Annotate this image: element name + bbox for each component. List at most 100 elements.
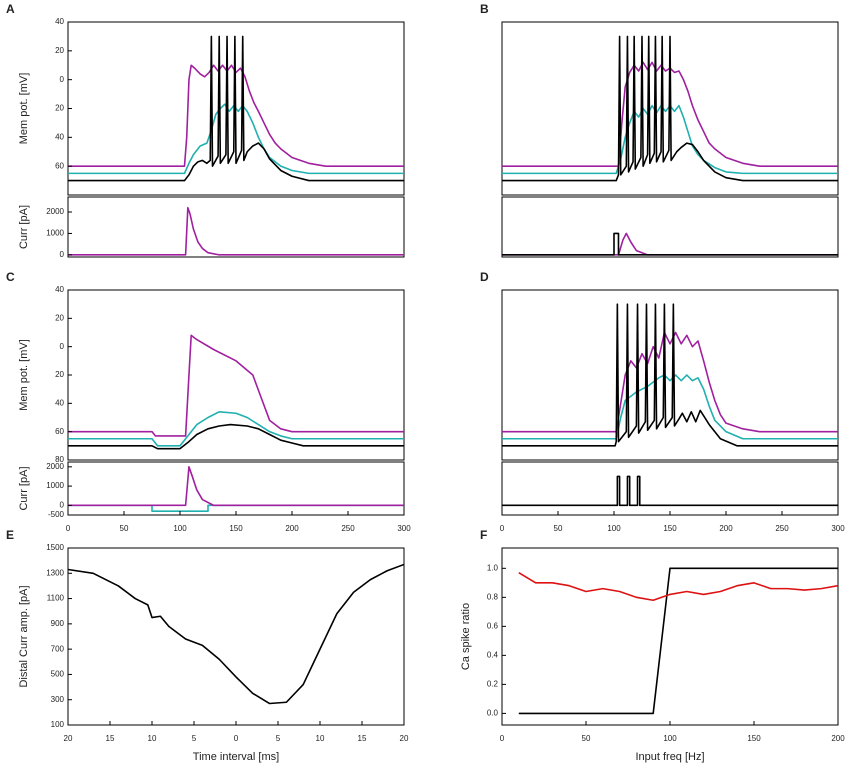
plot-area (502, 232, 838, 256)
x-tick-label: 250 (341, 524, 355, 533)
x-tick-label: 15 (358, 734, 367, 743)
x-tick-label: 150 (229, 524, 243, 533)
x-tick-label: 200 (719, 524, 733, 533)
x-tick-label: 50 (582, 734, 591, 743)
trace (68, 35, 404, 182)
y-tick-label: 80 (55, 455, 64, 464)
trace (68, 206, 404, 256)
y-tick-label: 40 (55, 285, 64, 294)
plot-frame (67, 196, 405, 258)
trace (502, 303, 838, 447)
trace (502, 374, 838, 440)
y-axis-label: Mem pot. [mV] (18, 339, 30, 411)
y-tick-label: 2000 (46, 207, 64, 216)
plot-frame (501, 461, 839, 516)
trace (502, 35, 838, 182)
plot-frame (501, 21, 839, 196)
y-tick-label: 20 (55, 46, 64, 55)
trace (518, 571, 838, 602)
y-tick-label: 60 (55, 161, 64, 170)
plot-frame (67, 461, 405, 516)
panel-letter: D (480, 270, 489, 284)
y-tick-label: 100 (51, 720, 65, 729)
x-tick-label: 10 (148, 734, 157, 743)
y-axis-label: Curr [pA] (18, 466, 30, 510)
x-tick-label: 300 (831, 524, 845, 533)
x-tick-label: 100 (173, 524, 187, 533)
trace (68, 504, 404, 512)
x-tick-label: 300 (397, 524, 411, 533)
plot-area (68, 35, 404, 182)
y-tick-label: 0 (60, 500, 65, 509)
plot-frame (67, 547, 405, 726)
x-tick-label: 200 (831, 734, 845, 743)
trace (68, 563, 404, 705)
y-tick-label: 700 (51, 644, 65, 653)
x-tick-label: 15 (106, 734, 115, 743)
x-tick-label: 200 (285, 524, 299, 533)
y-tick-label: 1300 (46, 568, 64, 577)
y-tick-label: 0 (60, 75, 65, 84)
plot-area (68, 466, 404, 512)
panel-letter: F (480, 528, 487, 542)
trace (68, 64, 404, 167)
x-tick-label: 50 (120, 524, 129, 533)
trace (518, 567, 838, 715)
trace (68, 411, 404, 447)
plot-area (68, 334, 404, 450)
y-axis-label: Ca spike ratio (460, 603, 472, 670)
y-tick-label: 500 (51, 670, 65, 679)
x-tick-label: 0 (500, 734, 505, 743)
x-tick-label: 100 (607, 524, 621, 533)
x-axis-label: Time interval [ms] (193, 751, 279, 763)
plot-area (502, 35, 838, 182)
x-tick-label: 0 (234, 734, 239, 743)
panel-letter: E (6, 528, 14, 542)
x-tick-label: 20 (400, 734, 409, 743)
trace (68, 334, 404, 437)
plot-frame (501, 196, 839, 258)
trace (68, 466, 404, 507)
y-tick-label: 40 (55, 17, 64, 26)
x-tick-label: 50 (554, 524, 563, 533)
y-tick-label: 40 (55, 132, 64, 141)
plot-area (68, 563, 404, 705)
x-tick-label: 20 (64, 734, 73, 743)
y-axis-label: Distal Curr amp. [pA] (18, 585, 30, 687)
x-tick-label: 0 (66, 524, 71, 533)
plot-area (68, 206, 404, 256)
y-tick-label: 0.6 (487, 621, 499, 630)
y-tick-label: 1.0 (487, 563, 499, 572)
y-tick-label: 300 (51, 695, 65, 704)
x-axis-label: Input freq [Hz] (635, 751, 704, 763)
x-tick-label: 5 (192, 734, 197, 743)
plot-area (502, 303, 838, 447)
plot-frame (67, 289, 405, 461)
y-tick-label: 60 (55, 427, 64, 436)
y-tick-label: 40 (55, 398, 64, 407)
trace (502, 331, 838, 433)
x-tick-label: 5 (276, 734, 281, 743)
x-tick-label: 250 (775, 524, 789, 533)
trace (502, 232, 838, 256)
trace (502, 475, 838, 507)
plot-area (518, 567, 838, 715)
y-tick-label: 0 (60, 250, 65, 259)
trace (502, 232, 838, 256)
y-tick-label: 0.8 (487, 592, 499, 601)
y-axis-label: Curr [pA] (18, 205, 30, 249)
y-axis-label: Mem pot. [mV] (18, 73, 30, 145)
y-tick-label: 0.4 (487, 650, 499, 659)
y-tick-label: 20 (55, 104, 64, 113)
x-tick-label: 150 (663, 524, 677, 533)
x-tick-label: 10 (316, 734, 325, 743)
y-tick-label: 1500 (46, 543, 64, 552)
y-tick-label: 2000 (46, 462, 64, 471)
y-tick-label: 0.0 (487, 709, 499, 718)
y-tick-label: 1000 (46, 229, 64, 238)
y-tick-label: 0.2 (487, 679, 499, 688)
y-tick-label: -500 (48, 510, 65, 519)
x-tick-label: 150 (747, 734, 761, 743)
y-tick-label: 1000 (46, 481, 64, 490)
